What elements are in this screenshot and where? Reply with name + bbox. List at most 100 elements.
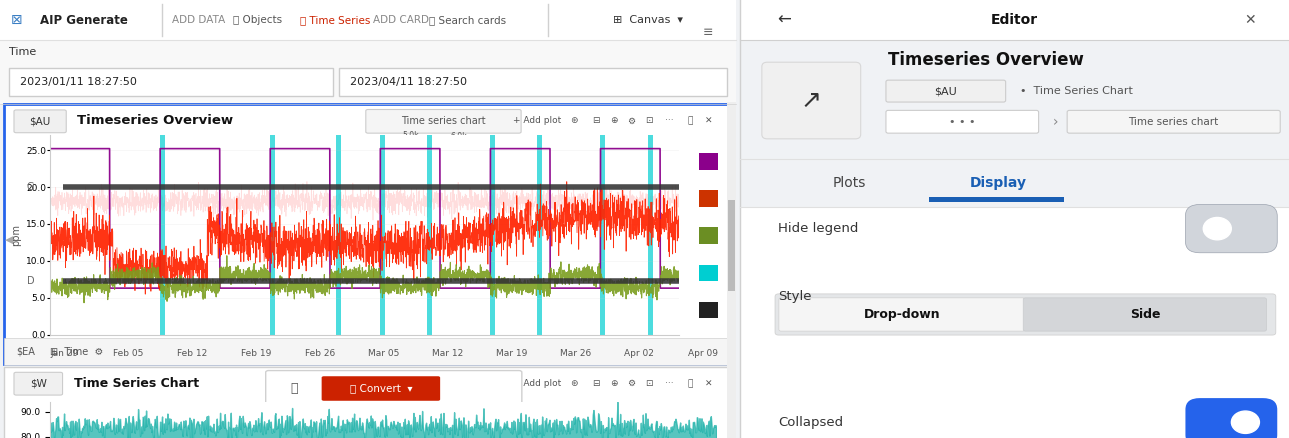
Text: ←: ← xyxy=(777,11,790,29)
Bar xyxy=(727,102,736,438)
Text: ⤢: ⤢ xyxy=(688,117,693,125)
Text: • • •: • • • xyxy=(949,117,976,127)
Text: 3.0k: 3.0k xyxy=(450,230,467,239)
Text: $AU: $AU xyxy=(30,117,50,126)
Bar xyxy=(740,0,1289,40)
Text: Feb 05: Feb 05 xyxy=(113,349,144,358)
Bar xyxy=(271,135,275,335)
Text: AIP Generate: AIP Generate xyxy=(40,14,129,27)
Text: ⊟: ⊟ xyxy=(593,379,599,388)
Text: Hide legend: Hide legend xyxy=(779,222,858,235)
Bar xyxy=(336,135,342,335)
Bar xyxy=(699,153,718,170)
Text: ⊕: ⊕ xyxy=(610,117,617,125)
Text: 6.0k: 6.0k xyxy=(450,132,467,141)
Text: ···: ··· xyxy=(665,117,674,125)
Text: 2.0k: 2.0k xyxy=(402,249,419,258)
Bar xyxy=(699,190,718,207)
FancyBboxPatch shape xyxy=(1023,298,1267,331)
FancyBboxPatch shape xyxy=(1067,110,1280,133)
Text: ⊟: ⊟ xyxy=(593,117,599,125)
Text: Timeseries Overview: Timeseries Overview xyxy=(888,51,1084,69)
FancyBboxPatch shape xyxy=(366,110,521,133)
Text: ⚙: ⚙ xyxy=(628,379,635,388)
Text: Time Series Chart: Time Series Chart xyxy=(73,377,199,390)
Text: ADD CARD: ADD CARD xyxy=(373,15,429,25)
Text: Flowrate (GPM): Flowrate (GPM) xyxy=(476,204,485,268)
Bar xyxy=(699,227,718,244)
Text: ⊕: ⊕ xyxy=(610,379,617,388)
Text: Jan 29: Jan 29 xyxy=(50,349,79,358)
Text: •  Time Series Chart: • Time Series Chart xyxy=(1020,86,1133,96)
Text: $AU: $AU xyxy=(935,86,958,96)
Bar xyxy=(380,135,385,335)
Text: 5.0k: 5.0k xyxy=(402,131,419,140)
FancyBboxPatch shape xyxy=(514,435,548,438)
Text: Mar 19: Mar 19 xyxy=(496,349,527,358)
Text: 0.0: 0.0 xyxy=(402,328,415,337)
Text: ⤢: ⤢ xyxy=(688,379,693,388)
Text: 1.0k: 1.0k xyxy=(450,296,467,305)
Text: Power (kW): Power (kW) xyxy=(420,212,429,260)
Circle shape xyxy=(1203,217,1231,240)
Text: ✕: ✕ xyxy=(705,117,713,125)
Text: + Add plot: + Add plot xyxy=(513,379,562,388)
FancyBboxPatch shape xyxy=(775,294,1276,335)
Text: 🔍 Search cards: 🔍 Search cards xyxy=(429,15,507,25)
Circle shape xyxy=(1231,411,1259,434)
Bar xyxy=(728,200,735,291)
Text: 4.0k: 4.0k xyxy=(450,198,467,206)
FancyBboxPatch shape xyxy=(14,110,66,133)
Bar xyxy=(699,265,718,281)
Bar xyxy=(4,104,732,364)
Text: ›: › xyxy=(1053,115,1058,129)
Text: D: D xyxy=(27,276,35,286)
Text: Time series chart: Time series chart xyxy=(1129,117,1219,127)
Text: Feb 12: Feb 12 xyxy=(178,349,208,358)
Text: 0.0: 0.0 xyxy=(450,329,463,338)
Text: Drop-down: Drop-down xyxy=(864,308,940,321)
FancyBboxPatch shape xyxy=(9,68,333,96)
Bar xyxy=(4,367,732,438)
Text: Feb 26: Feb 26 xyxy=(305,349,335,358)
Text: ⊠: ⊠ xyxy=(12,13,23,27)
Text: 🗂 Objects: 🗂 Objects xyxy=(233,15,282,25)
Bar xyxy=(490,135,495,335)
Text: 1.0k: 1.0k xyxy=(402,289,419,297)
FancyBboxPatch shape xyxy=(266,371,522,406)
Bar xyxy=(740,207,1289,438)
Text: ✕: ✕ xyxy=(705,379,713,388)
Text: 2.0k: 2.0k xyxy=(450,263,467,272)
Text: 3.0k: 3.0k xyxy=(402,210,419,219)
Text: Mar 12: Mar 12 xyxy=(432,349,463,358)
Text: Mar 26: Mar 26 xyxy=(559,349,590,358)
Bar xyxy=(601,135,606,335)
Text: Display: Display xyxy=(969,176,1026,190)
Text: Time series chart: Time series chart xyxy=(401,117,486,126)
Text: ↗: ↗ xyxy=(800,88,822,113)
Text: Apr 02: Apr 02 xyxy=(624,349,654,358)
FancyBboxPatch shape xyxy=(886,110,1039,133)
FancyBboxPatch shape xyxy=(779,298,1025,331)
Text: 🔍: 🔍 xyxy=(290,381,298,395)
Text: Collapsed: Collapsed xyxy=(779,416,843,429)
Text: 4.0k: 4.0k xyxy=(402,170,419,179)
Text: 🗄 Convert  ▾: 🗄 Convert ▾ xyxy=(349,383,412,393)
Text: ⊞  Canvas  ▾: ⊞ Canvas ▾ xyxy=(612,15,683,25)
Text: Apr 09: Apr 09 xyxy=(688,349,718,358)
Bar xyxy=(4,338,732,365)
Text: Plots: Plots xyxy=(833,176,866,190)
Text: ⊞  Time  ⚙: ⊞ Time ⚙ xyxy=(50,347,103,357)
Bar xyxy=(428,135,432,335)
Text: ≡: ≡ xyxy=(703,26,713,39)
Text: $EA: $EA xyxy=(17,347,35,357)
Bar xyxy=(160,135,165,335)
Bar xyxy=(929,197,1063,202)
Text: G: G xyxy=(27,182,35,192)
Text: Timeseries Overview: Timeseries Overview xyxy=(77,114,233,127)
Bar xyxy=(0,0,736,40)
Text: Time: Time xyxy=(9,47,36,57)
FancyBboxPatch shape xyxy=(1186,205,1277,253)
Text: Product Type: Product Type xyxy=(72,220,81,274)
Text: ⊛: ⊛ xyxy=(570,379,577,388)
